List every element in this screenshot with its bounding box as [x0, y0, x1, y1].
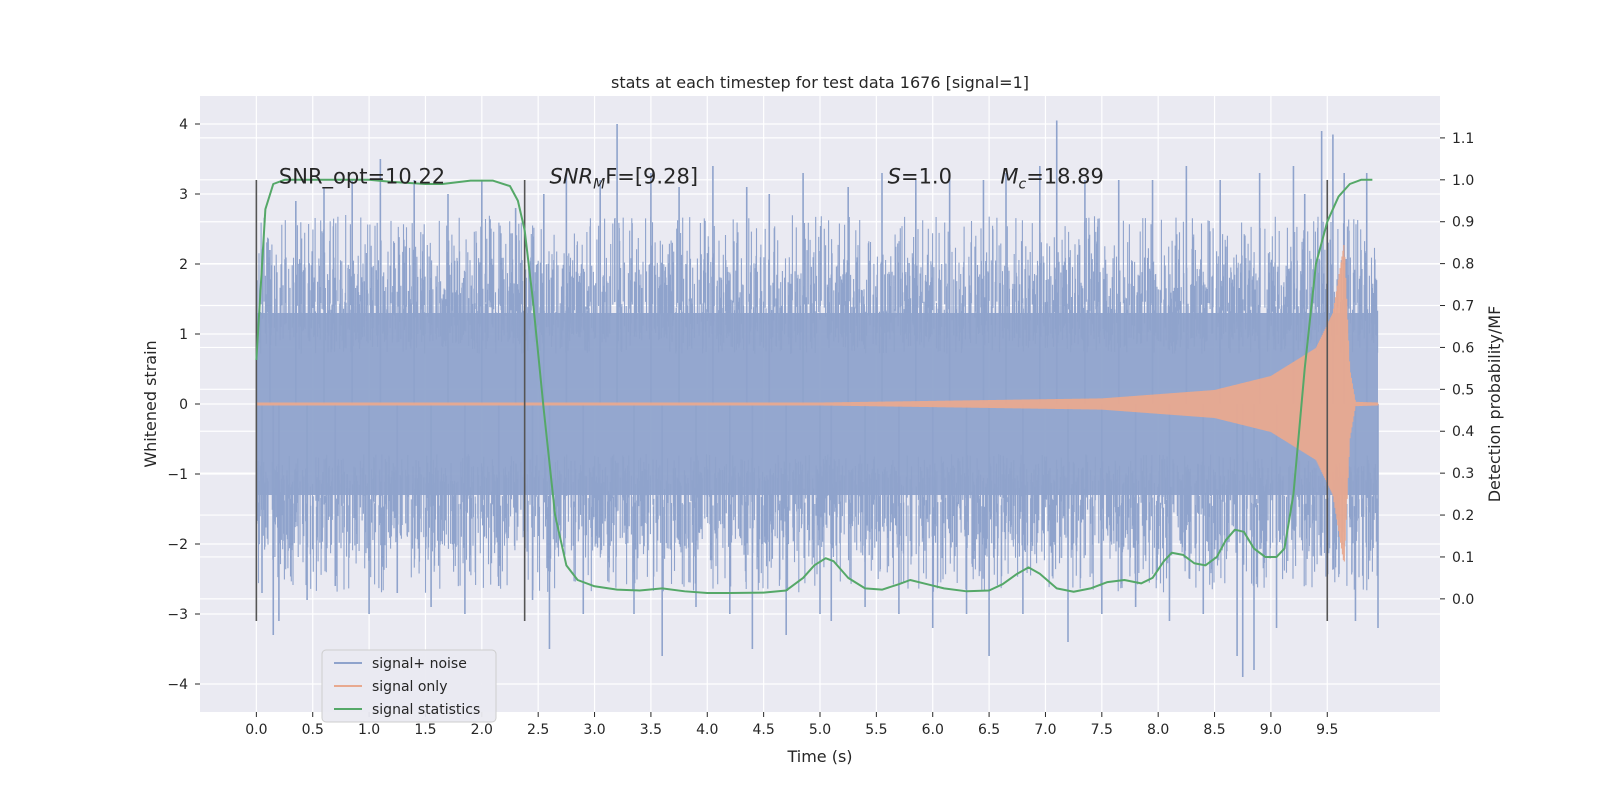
x-tick-label: 6.5: [978, 722, 1000, 738]
annotation-2: SNRMF=[9.28]: [549, 165, 698, 193]
y2-tick-label: 0.1: [1452, 550, 1474, 566]
legend-label: signal statistics: [372, 702, 480, 718]
y-tick-label: −3: [167, 607, 188, 623]
x-tick-label: 8.0: [1147, 722, 1169, 738]
annotation-4: Mc=18.89: [1000, 165, 1104, 193]
y-tick-label: 3: [179, 187, 188, 203]
y-tick-label: 4: [179, 117, 188, 133]
y-axis-left: −4 −3 −2 −1 0 1 2 3 4: [167, 117, 200, 693]
legend-label: signal only: [372, 679, 447, 695]
y2-tick-label: 0.9: [1452, 215, 1474, 231]
annotation-suffix: =1.0: [901, 165, 952, 189]
annotation-suffix: =18.89: [1026, 165, 1104, 189]
y-tick-label: 0: [179, 397, 188, 413]
y2-tick-label: 0.4: [1452, 424, 1474, 440]
y2-tick-label: 1.1: [1452, 131, 1474, 147]
annotation-main: M: [1000, 165, 1018, 189]
chirp-line: [255, 244, 1379, 562]
chart-title: stats at each timestep for test data 167…: [611, 73, 1029, 92]
annotation-subscript: M: [593, 177, 605, 193]
signal-only-series: [255, 244, 1379, 562]
x-tick-label: 4.5: [753, 722, 775, 738]
x-tick-label: 6.0: [922, 722, 944, 738]
y2-axis-label: Detection probability/MF: [1485, 306, 1504, 503]
x-tick-label: 9.5: [1316, 722, 1338, 738]
x-tick-label: 1.0: [358, 722, 380, 738]
annotation-main: S: [888, 165, 901, 189]
y2-tick-label: 0.3: [1452, 466, 1474, 482]
annotation-suffix: F=[9.28]: [605, 165, 698, 189]
y-tick-label: 2: [179, 257, 188, 273]
x-tick-label: 1.5: [414, 722, 436, 738]
legend: signal+ noise signal only signal statistic…: [321, 649, 497, 723]
legend-box: [321, 649, 497, 723]
x-tick-label: 4.0: [696, 722, 718, 738]
y-tick-label: −1: [167, 467, 188, 483]
legend-label: signal+ noise: [372, 656, 467, 672]
annotation-1: SNR_opt=10.22: [279, 165, 445, 190]
x-axis-label: Time (s): [786, 747, 852, 766]
y2-tick-label: 0.8: [1452, 257, 1474, 273]
vertical-markers: [255, 180, 1329, 621]
y2-tick-label: 0.2: [1452, 508, 1474, 524]
x-tick-label: 5.5: [865, 722, 887, 738]
y-axis-right: 0.0 0.1 0.2 0.3 0.4 0.5 0.6 0.7 0.8 0.9 1.0 1.1: [1440, 131, 1474, 608]
x-tick-label: 7.0: [1034, 722, 1056, 738]
y2-tick-label: 0.5: [1452, 382, 1474, 398]
x-tick-label: 3.5: [640, 722, 662, 738]
y2-tick-label: 0.7: [1452, 299, 1474, 315]
annotation-main: SNR: [549, 165, 593, 189]
signal-statistics-series: [255, 178, 1373, 594]
x-tick-label: 2.5: [527, 722, 549, 738]
annotation-main: SNR_opt=10.22: [279, 165, 445, 190]
x-tick-label: 8.5: [1203, 722, 1225, 738]
x-tick-label: 9.0: [1260, 722, 1282, 738]
x-tick-label: 0.5: [302, 722, 324, 738]
y2-tick-label: 1.0: [1452, 173, 1474, 189]
statistics-line: [255, 178, 1373, 594]
x-tick-label: 5.0: [809, 722, 831, 738]
y-axis-label: Whitened strain: [141, 340, 160, 467]
x-tick-label: 7.5: [1091, 722, 1113, 738]
annotation-subscript: c: [1018, 177, 1026, 193]
y-tick-label: −4: [167, 677, 188, 693]
x-tick-label: 2.0: [471, 722, 493, 738]
x-tick-label: 0.0: [245, 722, 267, 738]
annotations: SNR_opt=10.22 SNRMF=[9.28] S=1.0 Mc=18.89: [279, 165, 1104, 193]
y2-tick-label: 0.0: [1452, 592, 1474, 608]
y2-tick-label: 0.6: [1452, 340, 1474, 356]
annotation-3: S=1.0: [888, 165, 952, 189]
y-tick-label: −2: [167, 537, 188, 553]
x-tick-label: 3.0: [583, 722, 605, 738]
y-tick-label: 1: [179, 327, 188, 343]
